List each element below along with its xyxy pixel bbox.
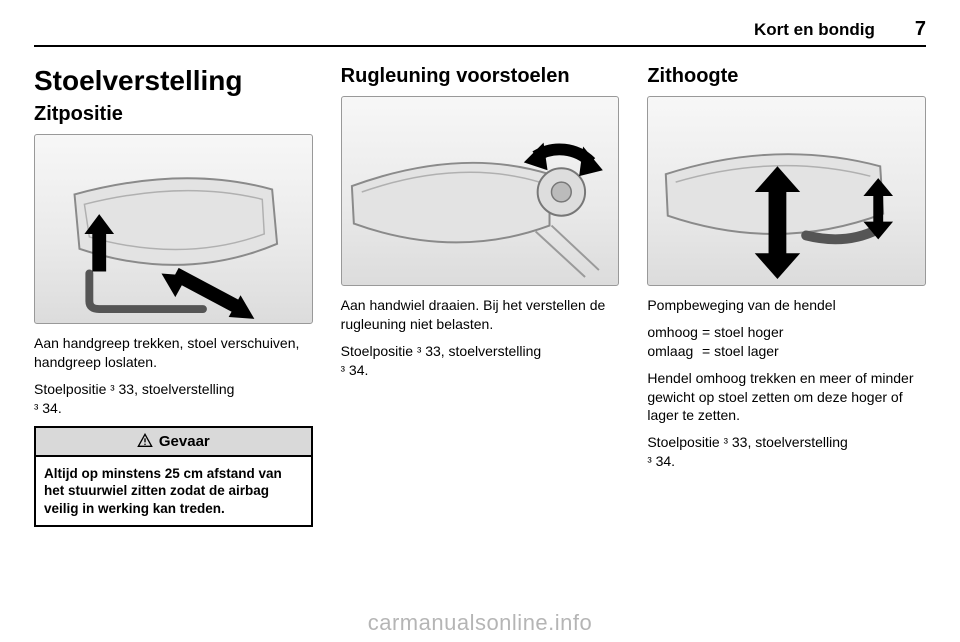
col2-para2-post: . [364,362,368,378]
def-val: stoel hoger [714,323,787,342]
ref-glyph: ³ [417,343,421,361]
table-row: omlaag = stoel lager [647,342,787,361]
col3-ref2: 34 [656,453,672,469]
def-term: omlaag [647,342,702,361]
warning-triangle-icon [137,433,153,449]
ref-glyph: ³ [341,362,345,380]
content-columns: Stoelverstelling Zitpositie [34,65,926,527]
chapter-title: Kort en bondig [754,20,875,40]
manual-page: Kort en bondig 7 Stoelverstelling Zitpos… [0,0,960,642]
height-defs-table: omhoog = stoel hoger omlaag = stoel lage… [647,323,787,361]
col2-para2: Stoelpositie ³ 33, stoelverstelling ³ 34… [341,342,620,380]
def-sep: = [702,342,714,361]
ref-glyph: ³ [647,453,651,471]
ref-glyph: ³ [34,400,38,418]
danger-head: Gevaar [36,428,311,457]
col3-para2-post: . [671,453,675,469]
def-sep: = [702,323,714,342]
def-val: stoel lager [714,342,787,361]
danger-body: Altijd op minstens 25 cm afstand van het… [36,457,311,526]
column-1: Stoelverstelling Zitpositie [34,65,313,527]
seat-slide-illustration [34,134,313,324]
col1-para2-post: . [58,400,62,416]
subsection-title-zithoogte: Zithoogte [647,65,926,88]
column-2: Rugleuning voorstoelen [341,65,620,527]
def-term: omhoog [647,323,702,342]
danger-label: Gevaar [159,433,210,450]
table-row: omhoog = stoel hoger [647,323,787,342]
page-header: Kort en bondig 7 [34,18,926,47]
watermark: carmanualsonline.info [0,610,960,636]
col1-ref2: 34 [42,400,58,416]
col3-ref1: 33 [732,434,748,450]
col3-para1: Hendel omhoog trekken en meer of minder … [647,369,926,426]
danger-box: Gevaar Altijd op minstens 25 cm afstand … [34,426,313,528]
seat-backrest-illustration [341,96,620,286]
col2-para1: Aan handwiel draaien. Bij het verstellen… [341,296,620,334]
col1-para2-mid: , stoelverstelling [134,381,234,397]
subsection-title-zitpositie: Zitpositie [34,103,313,126]
col1-para2: Stoelpositie ³ 33, stoelverstelling ³ 34… [34,380,313,418]
col3-para2: Stoelpositie ³ 33, stoelverstelling ³ 34… [647,433,926,471]
col1-para2-pre: Stoelpositie [34,381,110,397]
section-title: Stoelverstelling [34,65,313,97]
col1-para1: Aan handgreep trekken, stoel verschuiven… [34,334,313,372]
col2-ref2: 34 [349,362,365,378]
seat-height-illustration [647,96,926,286]
ref-glyph: ³ [724,434,728,452]
col3-para2-pre: Stoelpositie [647,434,723,450]
col2-para2-mid: , stoelverstelling [441,343,541,359]
ref-glyph: ³ [110,381,114,399]
col1-ref1: 33 [119,381,135,397]
col2-para2-pre: Stoelpositie [341,343,417,359]
col3-para2-mid: , stoelverstelling [747,434,847,450]
column-3: Zithoogte [647,65,926,527]
subsection-title-rugleuning: Rugleuning voorstoelen [341,65,620,88]
col2-ref1: 33 [425,343,441,359]
page-number: 7 [915,18,926,41]
col3-lead: Pompbeweging van de hendel [647,296,926,315]
